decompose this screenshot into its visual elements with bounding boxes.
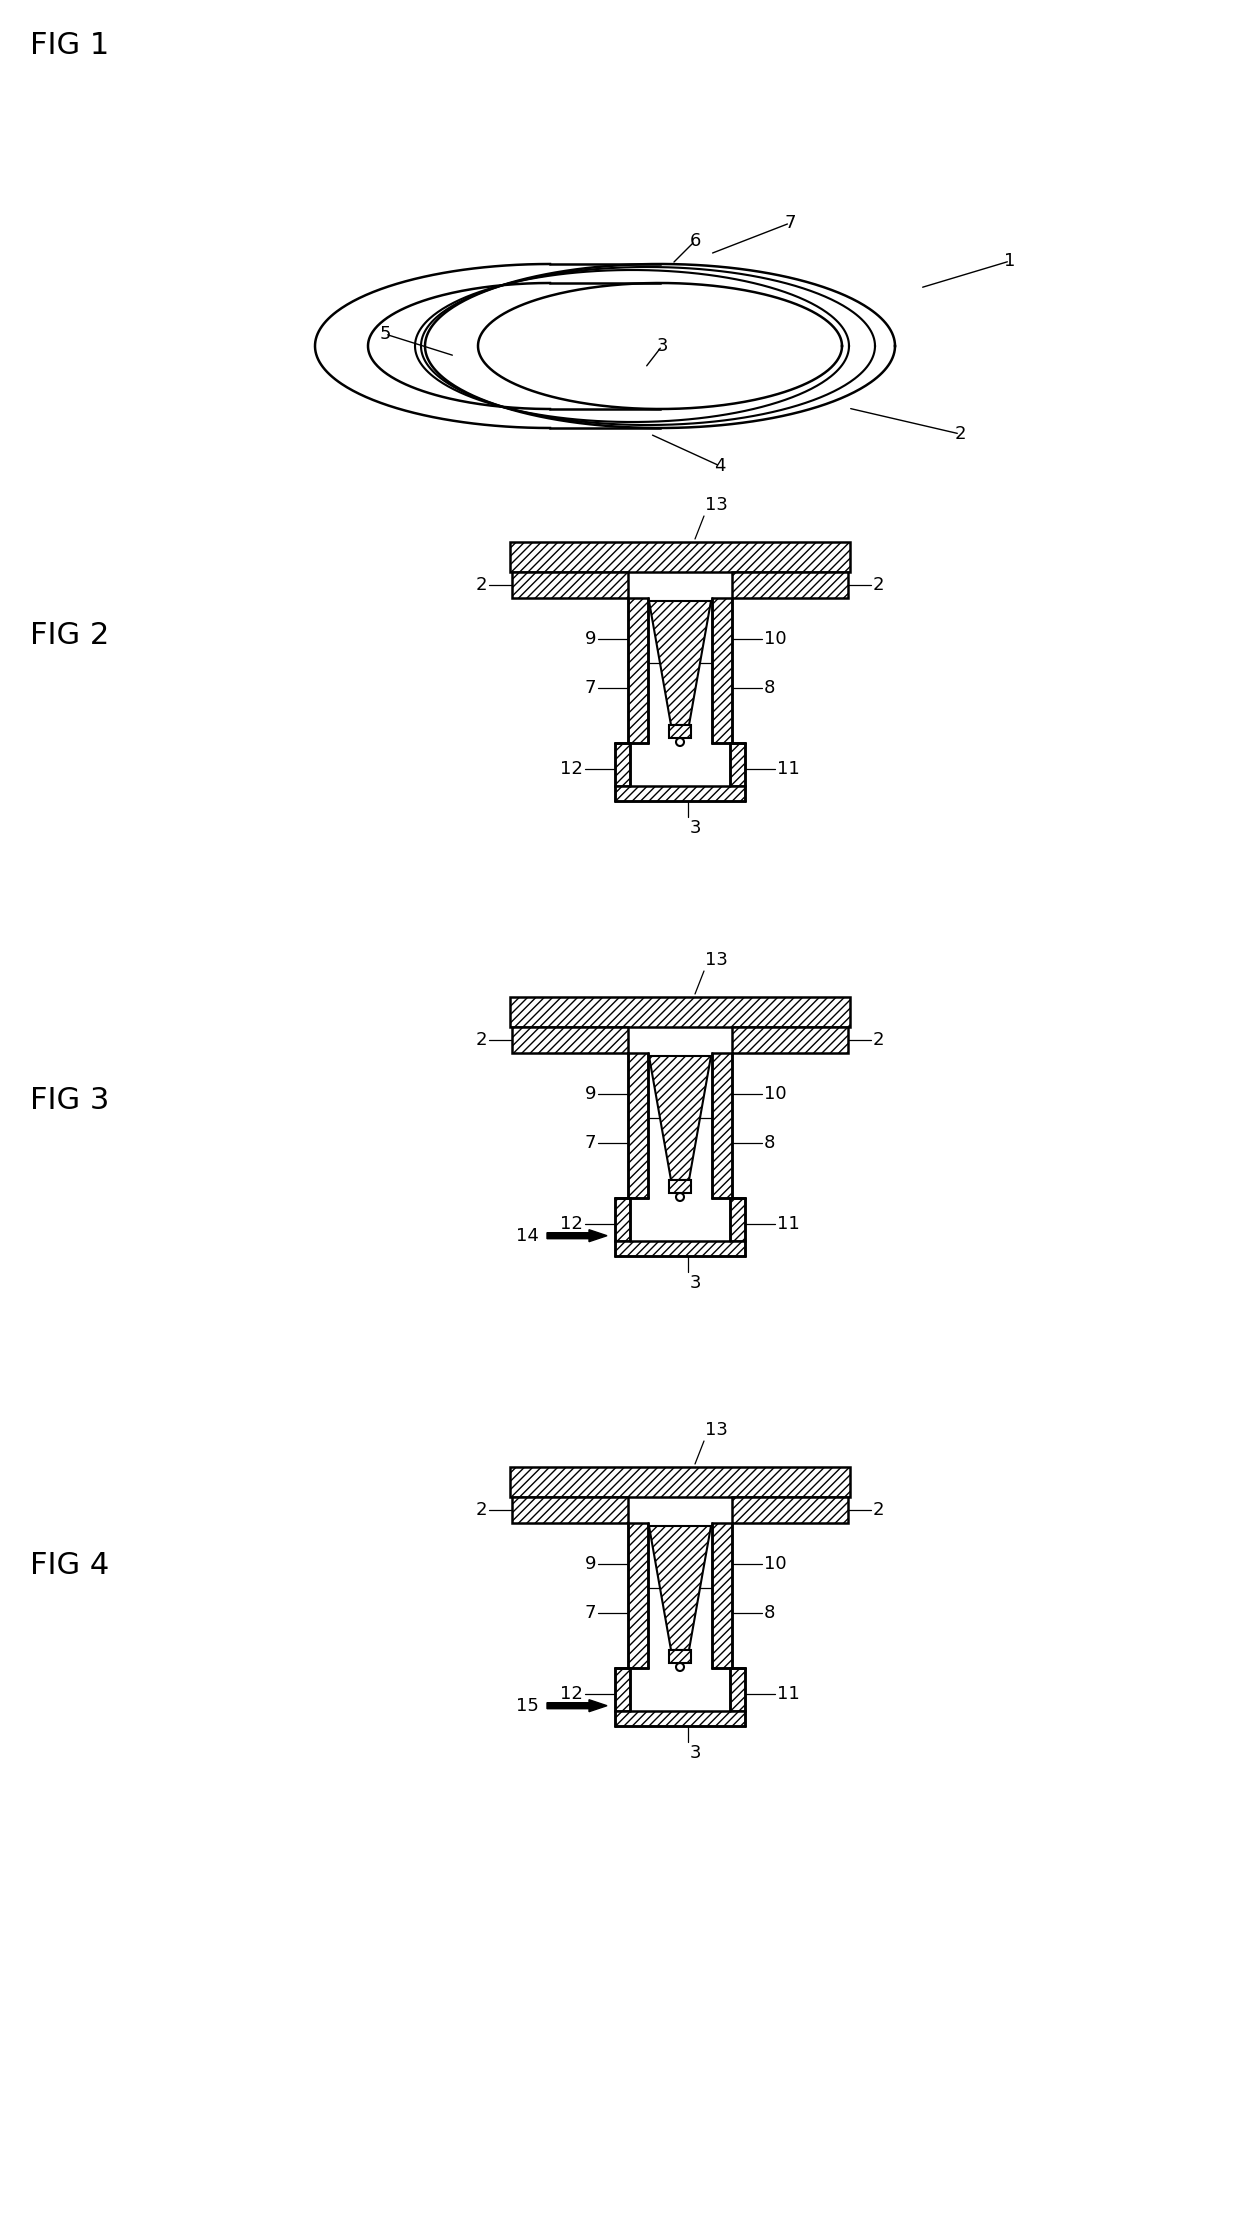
- Polygon shape: [649, 601, 711, 725]
- Polygon shape: [615, 1711, 745, 1726]
- Text: 8: 8: [764, 1135, 775, 1152]
- Text: 10: 10: [764, 1556, 786, 1573]
- Polygon shape: [512, 1498, 627, 1522]
- Text: 3: 3: [689, 1274, 702, 1292]
- Text: 3: 3: [689, 820, 702, 838]
- Polygon shape: [615, 1241, 745, 1256]
- Text: 7: 7: [584, 678, 596, 696]
- Polygon shape: [712, 598, 732, 742]
- Polygon shape: [627, 1053, 649, 1199]
- Polygon shape: [512, 572, 627, 598]
- Text: FIG 4: FIG 4: [30, 1551, 109, 1580]
- Polygon shape: [649, 1527, 711, 1651]
- Text: 13: 13: [706, 496, 728, 514]
- Polygon shape: [627, 1522, 649, 1669]
- Polygon shape: [615, 1669, 630, 1711]
- Text: 11: 11: [777, 760, 800, 778]
- Text: 4: 4: [714, 456, 725, 474]
- Polygon shape: [615, 742, 630, 787]
- Text: FIG 2: FIG 2: [30, 620, 109, 649]
- Text: 2: 2: [873, 1500, 884, 1518]
- Text: 2: 2: [873, 1030, 884, 1048]
- Polygon shape: [712, 1053, 732, 1199]
- Polygon shape: [615, 1199, 630, 1241]
- Polygon shape: [547, 1230, 608, 1241]
- Text: 3: 3: [689, 1744, 702, 1762]
- Text: 5: 5: [379, 326, 391, 343]
- Text: 8: 8: [764, 678, 775, 696]
- Text: 11: 11: [777, 1684, 800, 1704]
- Text: 9: 9: [584, 1556, 596, 1573]
- Text: 12: 12: [560, 1214, 583, 1232]
- Text: 13: 13: [706, 951, 728, 968]
- Polygon shape: [670, 1179, 691, 1192]
- Polygon shape: [627, 598, 649, 742]
- Text: 9: 9: [584, 1084, 596, 1104]
- Polygon shape: [510, 997, 849, 1026]
- Text: 9: 9: [584, 629, 596, 647]
- Polygon shape: [649, 1057, 711, 1179]
- Polygon shape: [712, 1522, 732, 1669]
- Polygon shape: [732, 1026, 848, 1053]
- Polygon shape: [670, 1651, 691, 1662]
- Text: 12: 12: [560, 1684, 583, 1704]
- Text: 2: 2: [475, 576, 487, 594]
- Text: 10: 10: [764, 629, 786, 647]
- Polygon shape: [547, 1700, 608, 1711]
- Polygon shape: [732, 572, 848, 598]
- Text: 3: 3: [656, 337, 668, 355]
- Text: 2: 2: [475, 1030, 487, 1048]
- Text: 7: 7: [584, 1604, 596, 1622]
- Polygon shape: [670, 725, 691, 738]
- Text: 14: 14: [516, 1228, 539, 1245]
- Text: 8: 8: [764, 1604, 775, 1622]
- Polygon shape: [730, 742, 745, 787]
- Polygon shape: [732, 1498, 848, 1522]
- Polygon shape: [730, 1669, 745, 1711]
- Polygon shape: [730, 1199, 745, 1241]
- Polygon shape: [615, 787, 745, 800]
- Text: 11: 11: [777, 1214, 800, 1232]
- Text: 6: 6: [689, 233, 701, 250]
- Text: 10: 10: [764, 1084, 786, 1104]
- Text: 2: 2: [873, 576, 884, 594]
- Polygon shape: [510, 1467, 849, 1498]
- Text: 1: 1: [1004, 253, 1016, 270]
- Text: 12: 12: [560, 760, 583, 778]
- Polygon shape: [512, 1026, 627, 1053]
- Text: 15: 15: [516, 1697, 539, 1715]
- Text: 7: 7: [784, 215, 796, 233]
- Text: 2: 2: [475, 1500, 487, 1518]
- Text: 2: 2: [955, 425, 966, 443]
- Text: 13: 13: [706, 1420, 728, 1438]
- Polygon shape: [510, 543, 849, 572]
- Text: 7: 7: [584, 1135, 596, 1152]
- Text: FIG 1: FIG 1: [30, 31, 109, 60]
- Text: FIG 3: FIG 3: [30, 1086, 109, 1115]
